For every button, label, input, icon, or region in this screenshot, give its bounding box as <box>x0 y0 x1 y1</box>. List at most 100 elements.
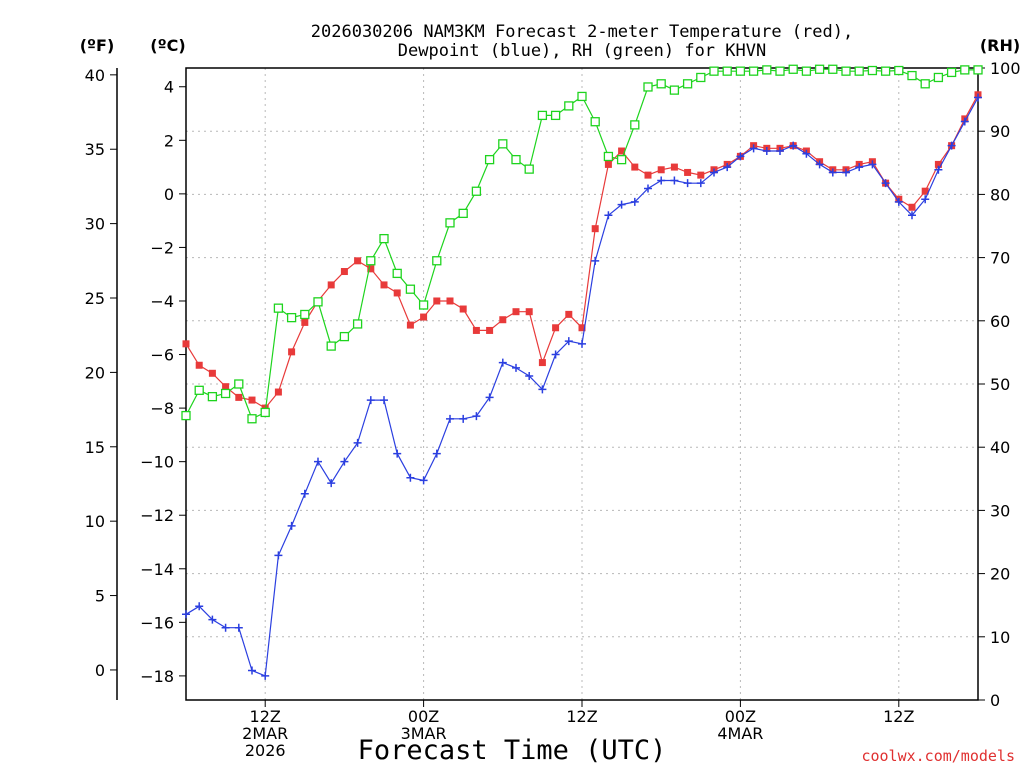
dewpoint-point <box>644 184 652 193</box>
dewpoint-point <box>591 256 600 265</box>
dewpoint-point <box>696 179 705 188</box>
celsius-tick-label: −16 <box>140 613 174 632</box>
rh-tick-label: 40 <box>990 438 1010 457</box>
temperature-point <box>235 393 243 401</box>
rh-point <box>762 65 772 75</box>
rh-point <box>933 72 944 83</box>
temperature-point <box>301 318 309 326</box>
rh-point <box>379 233 389 244</box>
dewpoint-point <box>459 414 468 423</box>
rh-tick-label: 60 <box>990 312 1010 331</box>
fahrenheit-tick-label: 0 <box>95 661 105 680</box>
temperature-point <box>697 171 705 179</box>
dewpoint-point <box>274 551 283 560</box>
dewpoint-point <box>234 623 243 632</box>
rh-tick-label: 30 <box>990 501 1010 520</box>
fahrenheit-tick-label: 30 <box>85 215 105 234</box>
rh-point <box>722 66 732 76</box>
rh-point <box>194 385 204 395</box>
rh-point <box>366 256 376 266</box>
x-tick-label: 12Z <box>883 707 914 726</box>
dewpoint-point <box>736 152 745 161</box>
rh-point <box>181 410 191 421</box>
temperature-point <box>578 324 586 332</box>
rh-point <box>524 164 534 174</box>
grid <box>186 68 978 700</box>
dewpoint-point <box>960 117 969 126</box>
rh-point <box>603 151 614 162</box>
rh-point <box>392 268 402 279</box>
watermark: coolwx.com/models <box>861 747 1015 765</box>
temperature-point <box>591 225 599 233</box>
temperature-point <box>657 166 665 174</box>
dewpoint-point <box>802 149 811 158</box>
dewpoint-point <box>894 197 903 206</box>
temperature-point <box>459 305 467 313</box>
rh-point <box>920 79 930 89</box>
rh-point <box>286 312 297 323</box>
dewpoint-point <box>815 160 824 169</box>
rh-point <box>445 218 455 228</box>
temperature-point <box>327 281 335 289</box>
rh-point <box>801 66 812 76</box>
rh-point <box>207 391 218 402</box>
dewpoint-point <box>498 358 507 367</box>
dewpoint-point <box>393 449 402 458</box>
rh-point <box>656 79 666 89</box>
dewpoint-point <box>432 449 441 458</box>
rh-point <box>867 65 878 76</box>
dewpoint-point <box>380 396 388 405</box>
left-inner-unit-label: (ºC) <box>150 36 185 55</box>
temperature-point <box>222 383 230 391</box>
rh-point <box>550 110 561 121</box>
rh-point <box>590 117 600 127</box>
dewpoint-point <box>353 438 362 447</box>
dewpoint-point <box>630 197 639 206</box>
celsius-tick-label: −10 <box>140 453 174 472</box>
rh-point <box>484 154 495 165</box>
rh-point <box>300 309 310 320</box>
dewpoint-point <box>855 163 864 172</box>
temperature-point <box>908 203 916 211</box>
rh-point <box>511 154 521 165</box>
dewpoint-point <box>842 168 850 177</box>
fahrenheit-tick-label: 15 <box>85 438 105 457</box>
rh-point <box>247 414 257 424</box>
temperature-point <box>406 321 414 329</box>
rh-point <box>537 110 548 121</box>
fahrenheit-tick-label: 35 <box>85 140 105 159</box>
rh-point <box>880 66 891 76</box>
temperature-point <box>248 396 256 404</box>
rh-point <box>616 154 627 165</box>
rh-point <box>234 379 244 389</box>
temperature-point <box>195 361 203 369</box>
fahrenheit-tick-label: 25 <box>85 289 105 308</box>
x-axis-label: Forecast Time (UTC) <box>358 735 667 766</box>
rh-point <box>498 139 508 149</box>
temperature-point <box>433 297 441 305</box>
x-tick-label: 00Z <box>408 707 439 726</box>
dewpoint-point <box>974 93 982 102</box>
celsius-tick-label: −12 <box>140 506 174 525</box>
dewpoint-point <box>538 385 547 394</box>
dewpoint-point <box>828 168 837 177</box>
temperature-point <box>684 168 692 176</box>
celsius-tick-label: −14 <box>140 560 174 579</box>
temperature-point <box>288 348 296 356</box>
celsius-tick-label: 2 <box>164 131 174 150</box>
temperature-point <box>274 388 282 396</box>
temperature-point <box>512 308 520 316</box>
rh-point <box>313 297 323 307</box>
dewpoint-point <box>657 176 666 185</box>
temperature-point <box>670 163 678 171</box>
rh-tick-label: 50 <box>990 375 1010 394</box>
rh-point <box>828 64 838 74</box>
dewpoint-point <box>525 371 534 380</box>
rh-point <box>220 388 231 399</box>
x-tick-label: 2026 <box>245 741 286 760</box>
x-tick-label: 12Z <box>566 707 597 726</box>
rh-point <box>854 66 864 76</box>
rh-point <box>973 65 983 75</box>
rh-point <box>564 101 574 111</box>
